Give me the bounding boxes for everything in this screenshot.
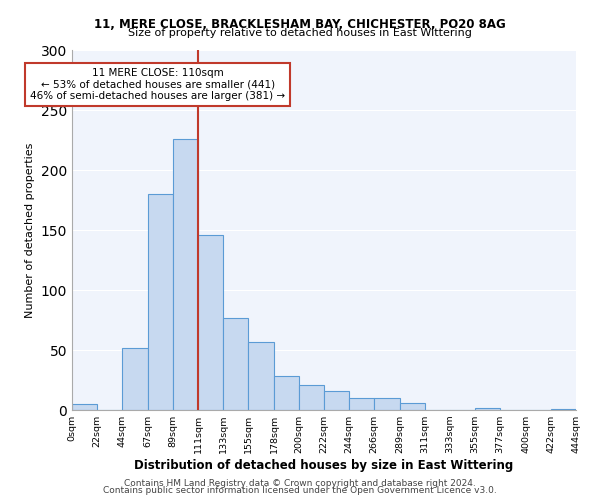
Bar (223, 318, 248, 410)
Bar (400, 403, 425, 410)
Bar (148, 194, 173, 410)
Text: Contains HM Land Registry data © Crown copyright and database right 2024.: Contains HM Land Registry data © Crown c… (124, 478, 476, 488)
Bar (374, 398, 400, 410)
Bar (299, 385, 324, 410)
Bar (122, 348, 148, 410)
Bar (198, 235, 223, 410)
Text: 11, MERE CLOSE, BRACKLESHAM BAY, CHICHESTER, PO20 8AG: 11, MERE CLOSE, BRACKLESHAM BAY, CHICHES… (94, 18, 506, 30)
Bar (248, 342, 274, 410)
Bar (551, 409, 576, 410)
Bar (475, 408, 500, 410)
Y-axis label: Number of detached properties: Number of detached properties (25, 142, 35, 318)
Text: Size of property relative to detached houses in East Wittering: Size of property relative to detached ho… (128, 28, 472, 38)
Bar (324, 391, 349, 410)
Text: 11 MERE CLOSE: 110sqm
← 53% of detached houses are smaller (441)
46% of semi-det: 11 MERE CLOSE: 110sqm ← 53% of detached … (30, 68, 285, 101)
Bar (274, 376, 299, 410)
Bar (173, 139, 198, 410)
Bar (72, 404, 97, 410)
Text: Contains public sector information licensed under the Open Government Licence v3: Contains public sector information licen… (103, 486, 497, 495)
Bar (349, 398, 374, 410)
X-axis label: Distribution of detached houses by size in East Wittering: Distribution of detached houses by size … (134, 459, 514, 472)
